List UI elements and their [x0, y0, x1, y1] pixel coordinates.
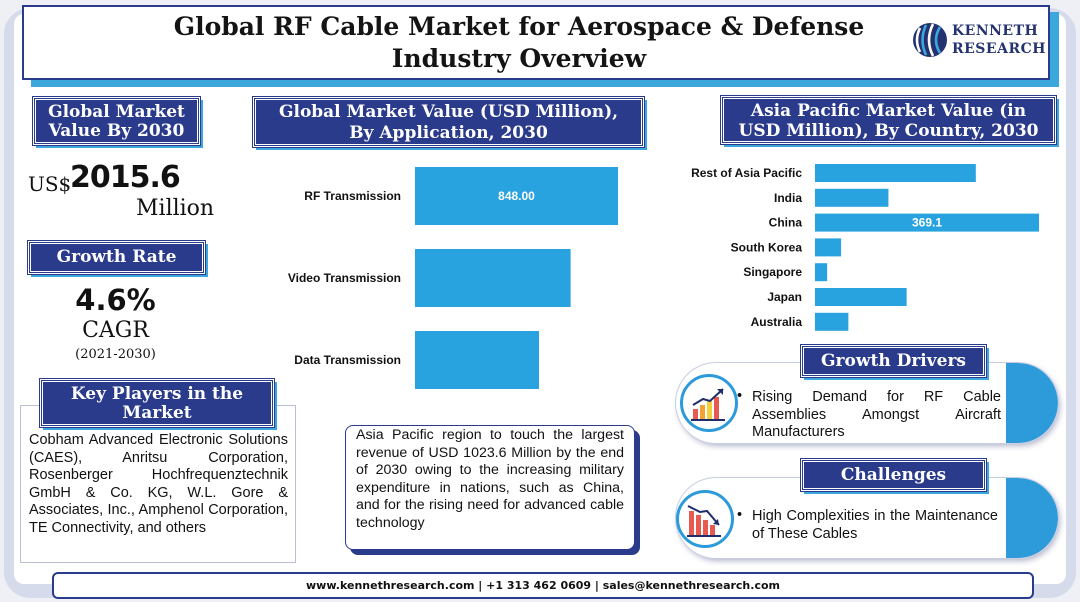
bar-china — [815, 213, 1039, 232]
asia-pacific-note-box — [345, 425, 635, 550]
category-label-singapore: Singapore — [743, 265, 802, 279]
title-box: Global RF Cable Market for Aerospace & D… — [22, 5, 1050, 80]
bar-singapore — [815, 263, 828, 282]
challenges-heading-text: Challenges — [840, 465, 947, 485]
application-chart-heading-line-1: Global Market Value (USD Million), — [278, 102, 619, 122]
market-value-heading-line-2: Value By 2030 — [48, 121, 185, 141]
category-label-china: China — [769, 216, 803, 230]
bar-india — [815, 188, 889, 207]
market-value-unit: Million — [136, 196, 215, 221]
country-chart-heading-line-1: Asia Pacific Market Value (in — [750, 101, 1027, 121]
title-line-2: Industry Overview — [391, 44, 647, 73]
challenges-icon-circle — [676, 490, 734, 548]
bar-south-korea — [815, 238, 842, 257]
cagr-label: CAGR — [82, 318, 149, 343]
footer-contact: www.kennethresearch.com | +1 313 462 060… — [52, 572, 1034, 599]
growth-drivers-heading-text: Growth Drivers — [821, 351, 966, 371]
logo-text-line-1: KENNETH — [952, 23, 1039, 39]
key-players-list: Cobham Advanced Electronic Solutions (CA… — [29, 432, 288, 536]
market-value-amount: 2015.6 — [70, 160, 181, 195]
data-label-rf-transmission: 848.00 — [498, 189, 535, 203]
data-label-china: 369.1 — [912, 216, 942, 230]
bar-video-transmission — [415, 249, 571, 307]
asia-pacific-note: Asia Pacific region to touch the largest… — [356, 427, 624, 531]
challenges-bullet: • — [737, 507, 743, 523]
page-title: Global RF Cable Market for Aerospace & D… — [24, 11, 1014, 75]
cagr-value: 4.6% — [75, 283, 156, 317]
key-players-heading: Key Players in the Market — [39, 378, 275, 428]
key-players-heading-line-2: Market — [122, 403, 192, 423]
application-chart-heading: Global Market Value (USD Million), By Ap… — [252, 96, 645, 148]
declining-bar-chart-icon — [687, 505, 721, 537]
rising-bar-chart-icon — [691, 388, 725, 421]
challenges-heading: Challenges — [800, 458, 987, 492]
application-chart-heading-line-2: By Application, 2030 — [349, 123, 548, 143]
category-label-rf-transmission: RF Transmission — [304, 189, 401, 203]
growth-drivers-text: Rising Demand for RF Cable Assemblies Am… — [752, 389, 1001, 440]
category-label-japan: Japan — [767, 290, 802, 304]
market-value-currency: US$ — [28, 172, 72, 196]
growth-rate-heading: Growth Rate — [27, 240, 206, 275]
market-value-heading-line-1: Global Market — [48, 102, 185, 122]
growth-rate-heading-text: Growth Rate — [56, 247, 177, 267]
challenges-card — [676, 478, 1058, 558]
challenges-text: High Complexities in the Maintenance of … — [752, 508, 998, 542]
key-players-box — [20, 405, 296, 563]
logo-text-line-2: RESEARCH — [952, 41, 1046, 57]
growth-drivers-heading: Growth Drivers — [800, 344, 987, 378]
bar-rf-transmission — [415, 167, 618, 225]
kenneth-research-logo: KENNETH RESEARCH — [910, 20, 1045, 66]
bar-rest-of-asia-pacific — [815, 164, 976, 182]
bar-australia — [815, 312, 849, 331]
category-label-india: India — [774, 191, 802, 205]
category-label-data-transmission: Data Transmission — [294, 353, 401, 367]
category-label-rest-of-asia-pacific: Rest of Asia Pacific — [691, 166, 802, 180]
bar-japan — [815, 288, 907, 306]
bar-data-transmission — [415, 331, 540, 389]
market-value-heading: Global Market Value By 2030 — [32, 96, 201, 146]
key-players-heading-line-1: Key Players in the — [70, 384, 244, 404]
category-label-australia: Australia — [751, 315, 803, 329]
country-chart-heading-line-2: USD Million), By Country, 2030 — [738, 121, 1039, 141]
country-chart-heading: Asia Pacific Market Value (in USD Millio… — [720, 95, 1057, 145]
application-bar-chart: RF Transmission 848.00 Video Transmission D… — [288, 167, 618, 389]
kenneth-research-globe-logo-icon — [913, 23, 947, 57]
category-label-south-korea: South Korea — [731, 240, 803, 254]
title-line-1: Global RF Cable Market for Aerospace & D… — [173, 12, 865, 41]
country-bar-chart: Rest of Asia Pacific India China 369.1 South… — [691, 164, 1039, 331]
growth-drivers-bullet: • — [737, 388, 743, 404]
growth-drivers-icon-circle — [680, 374, 738, 432]
category-label-video-transmission: Video Transmission — [288, 271, 401, 285]
cagr-period: (2021-2030) — [75, 347, 156, 362]
